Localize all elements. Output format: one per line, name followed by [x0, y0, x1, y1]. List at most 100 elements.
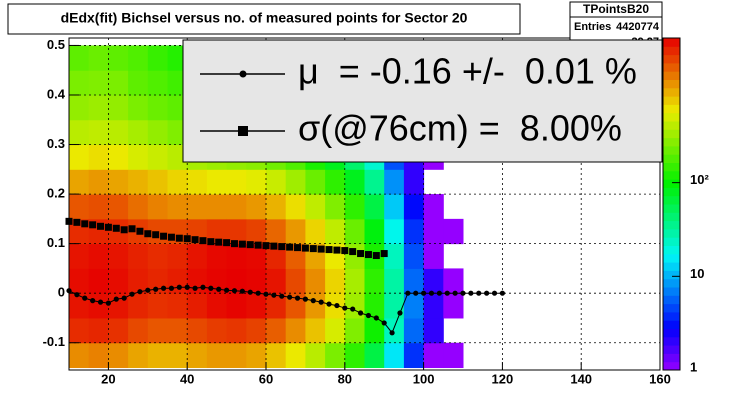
heat-cell	[69, 169, 90, 195]
heat-cell	[325, 169, 346, 195]
profile-marker	[167, 233, 175, 241]
profile-marker	[230, 240, 238, 248]
heat-cell	[403, 293, 425, 319]
heat-cell	[69, 70, 90, 96]
profile-marker	[341, 247, 349, 255]
heat-cell	[128, 169, 149, 195]
heat-cell	[206, 243, 228, 269]
heat-cell	[226, 243, 247, 269]
profile-marker	[136, 227, 144, 235]
color-band	[663, 328, 680, 338]
heat-cell	[88, 45, 109, 71]
heat-cell	[305, 268, 326, 294]
heat-cell	[69, 194, 90, 220]
heat-cell	[266, 317, 287, 344]
color-band	[663, 129, 680, 139]
heat-cell	[147, 317, 168, 344]
heat-cell	[147, 342, 168, 369]
heat-cell	[147, 45, 168, 71]
profiles	[65, 217, 505, 336]
color-band	[663, 79, 680, 89]
color-band	[663, 345, 680, 354]
legend-label: μ = -0.16 +/- 0.01 %	[298, 51, 637, 92]
heat-cell	[167, 194, 188, 220]
legend-marker	[238, 126, 248, 136]
y-tick-label: 0.3	[47, 136, 65, 151]
profile-marker	[144, 230, 152, 238]
heat-cell	[108, 268, 129, 294]
heat-cell	[423, 342, 444, 369]
profile-marker	[294, 244, 302, 252]
color-band	[663, 262, 680, 271]
heat-cell	[187, 243, 208, 269]
color-band	[663, 104, 680, 114]
color-band	[663, 353, 680, 363]
color-band	[663, 220, 680, 230]
heat-cell	[384, 268, 405, 294]
x-tick-label: 160	[649, 371, 671, 386]
color-band	[663, 311, 680, 321]
heat-cell	[69, 94, 90, 121]
heat-cell	[88, 317, 109, 344]
heat-cell	[364, 218, 385, 245]
heat-cell	[285, 218, 306, 245]
heat-cell	[403, 268, 425, 294]
heat-cell	[266, 293, 287, 319]
heat-cell	[108, 169, 129, 195]
heat-cell	[226, 342, 247, 369]
legend-label: σ(@76cm) = 8.00%	[298, 108, 622, 149]
heat-cell	[344, 169, 365, 195]
profile-marker	[325, 246, 333, 254]
heat-cell	[128, 119, 149, 146]
heat-cell	[423, 218, 444, 245]
heat-cell	[266, 218, 287, 245]
color-band	[663, 96, 680, 105]
color-band	[663, 212, 680, 222]
color-band	[663, 228, 680, 238]
heat-cell	[88, 119, 109, 146]
profile-marker	[207, 238, 215, 246]
heat-cell	[69, 317, 90, 344]
heat-cell	[128, 194, 149, 220]
heat-cell	[384, 317, 405, 344]
heat-cell	[246, 342, 267, 369]
profile-marker	[238, 240, 246, 248]
color-band	[663, 195, 680, 205]
heat-cell	[108, 94, 129, 121]
color-bar: 1 10 10²	[662, 37, 709, 374]
heat-cell	[69, 342, 90, 369]
x-tick-label: 60	[259, 371, 273, 386]
stats-label: Entries	[574, 21, 611, 33]
heat-cell	[305, 194, 326, 220]
heat-cell	[167, 169, 188, 195]
heat-cell	[147, 194, 168, 220]
heat-cell	[285, 268, 306, 294]
y-tick-label: 0.4	[47, 86, 66, 101]
heat-cell	[364, 317, 385, 344]
profile-marker	[357, 250, 365, 258]
x-tick-label: 40	[180, 371, 194, 386]
profile-marker	[215, 238, 223, 246]
profile-line	[68, 286, 503, 334]
color-band	[663, 46, 680, 56]
heat-cell	[384, 243, 405, 269]
profile-marker	[270, 242, 278, 250]
heat-cell	[128, 317, 149, 344]
color-band	[663, 154, 680, 163]
profile-marker	[89, 221, 97, 229]
color-band	[663, 278, 680, 288]
heat-cell	[285, 194, 306, 220]
heat-cell	[226, 218, 247, 245]
heat-cell	[384, 169, 405, 195]
heat-cell	[128, 268, 149, 294]
heat-cell	[108, 317, 129, 344]
title-box	[7, 3, 521, 35]
profile-marker	[160, 232, 168, 240]
heat-cell	[187, 293, 208, 319]
profile-marker	[128, 225, 136, 233]
heat-cell	[344, 342, 365, 369]
heat-cell	[187, 194, 208, 220]
heat-cell	[69, 268, 90, 294]
color-band	[663, 112, 680, 122]
